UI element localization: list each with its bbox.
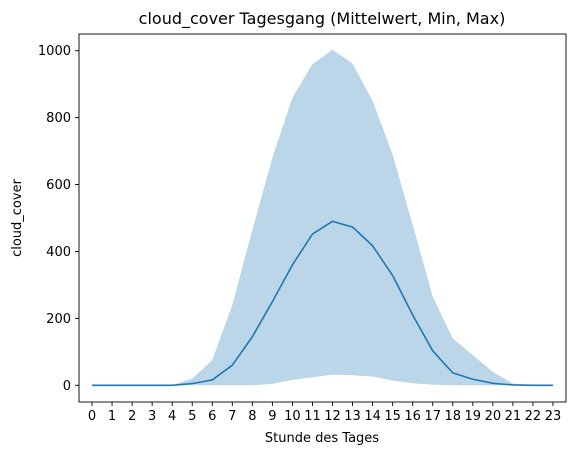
- x-tick-label: 2: [128, 409, 136, 424]
- y-tick-label: 0: [63, 379, 71, 394]
- y-tick-label: 1000: [38, 44, 71, 59]
- x-tick-label: 21: [505, 409, 522, 424]
- y-tick-label: 800: [46, 111, 71, 126]
- y-tick-label: 200: [46, 312, 71, 327]
- x-tick-label: 18: [444, 409, 461, 424]
- y-tick-label: 400: [46, 245, 71, 260]
- x-tick-label: 22: [525, 409, 542, 424]
- axes: 0 1 2 3 4 5 6 7 8 9 10 11 12 13 14 15 16 17 18 19 20 21 22 2302…: [38, 33, 567, 424]
- y-tick-label: 600: [46, 178, 71, 193]
- x-tick-label: 6: [208, 409, 216, 424]
- x-tick-label: 1: [108, 409, 116, 424]
- x-tick-label: 19: [465, 409, 482, 424]
- x-tick-label: 4: [168, 409, 176, 424]
- x-tick-label: 3: [148, 409, 156, 424]
- x-tick-label: 12: [324, 409, 341, 424]
- plot-area: [92, 49, 553, 387]
- x-tick-label: 5: [188, 409, 196, 424]
- x-tick-label: 16: [404, 409, 421, 424]
- y-axis-label: cloud_cover: [10, 178, 25, 256]
- mean-line: [92, 220, 553, 387]
- x-tick-label: 8: [248, 409, 256, 424]
- chart-title: cloud_cover Tagesgang (Mittelwert, Min, …: [139, 9, 506, 29]
- x-axis-label: Stunde des Tages: [265, 431, 379, 446]
- x-tick-label: 7: [228, 409, 236, 424]
- x-tick-label: 9: [268, 409, 276, 424]
- x-tick-label: 10: [284, 409, 301, 424]
- x-tick-label: 23: [545, 409, 562, 424]
- x-tick-label: 15: [384, 409, 401, 424]
- x-tick-label: 13: [344, 409, 361, 424]
- x-tick-label: 17: [424, 409, 441, 424]
- x-tick-label: 11: [304, 409, 321, 424]
- x-tick-label: 20: [485, 409, 502, 424]
- min-max-band: [92, 49, 553, 386]
- x-tick-label: 0: [88, 409, 96, 424]
- plot-frame: [78, 33, 567, 403]
- x-tick-label: 14: [364, 409, 381, 424]
